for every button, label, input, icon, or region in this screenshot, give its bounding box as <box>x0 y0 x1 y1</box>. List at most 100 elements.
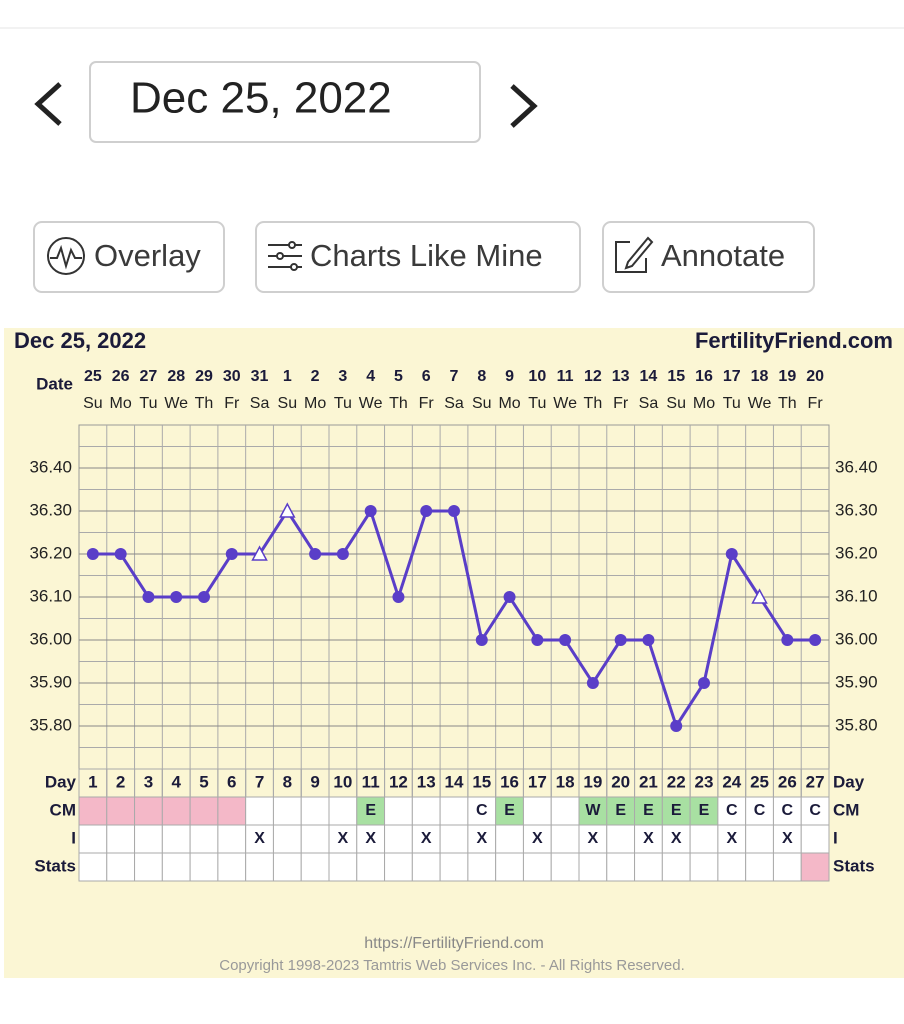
cm-entry: E <box>504 802 515 819</box>
i-cell <box>578 824 608 854</box>
stats-cell <box>717 852 747 882</box>
day-number: 6 <box>227 772 236 791</box>
y2-tick-label: 36.40 <box>835 457 878 476</box>
marker-dot <box>364 505 377 517</box>
date-text: Dec 25, 2022 <box>130 74 392 123</box>
weekday-label: Tu <box>139 395 157 412</box>
cm-cell <box>328 796 358 826</box>
stats-cell <box>745 852 774 882</box>
cm-entry: E <box>699 802 710 819</box>
cm-cell <box>439 796 469 826</box>
prev-button[interactable] <box>34 82 62 126</box>
charts-like-mine-button[interactable] <box>255 221 581 293</box>
x-tick-label: 30 <box>223 368 241 385</box>
day-number: 17 <box>528 772 547 791</box>
marker-triangle <box>751 588 768 604</box>
day-number: 27 <box>806 772 825 791</box>
marker-dot <box>670 720 683 732</box>
day-number: 3 <box>144 772 153 791</box>
day-number: 23 <box>695 772 714 791</box>
weekday-label: Su <box>472 395 492 412</box>
x-tick-label: 9 <box>505 368 514 385</box>
stats-cell <box>550 852 580 882</box>
i-entry: X <box>671 830 682 847</box>
cm-cell <box>106 796 136 826</box>
row-label: Stats <box>34 856 76 875</box>
stats-cell <box>189 852 219 882</box>
x-tick-label: 12 <box>584 368 602 385</box>
marker-triangle <box>279 502 296 518</box>
cm-cell <box>800 796 830 826</box>
i-cell <box>272 824 302 854</box>
day-number: 25 <box>750 772 769 791</box>
stats-cell <box>772 852 802 882</box>
next-button[interactable] <box>510 84 538 128</box>
weekday-label: Su <box>278 395 298 412</box>
day-number: 7 <box>255 772 264 791</box>
y-tick-label: 35.80 <box>29 715 72 734</box>
day-number: 21 <box>639 772 658 791</box>
cm-cell <box>161 796 191 826</box>
y2-tick-label: 35.90 <box>835 672 878 691</box>
date-picker[interactable] <box>89 61 481 143</box>
cm-entry: W <box>585 802 601 819</box>
i-entry: X <box>588 830 599 847</box>
cm-cell <box>717 796 747 826</box>
marker-dot <box>198 591 210 603</box>
button-label: Overlay <box>94 238 201 273</box>
x-tick-label: 10 <box>528 368 546 385</box>
day-number: 20 <box>611 772 630 791</box>
i-cell <box>522 824 552 854</box>
overlay-button[interactable] <box>33 221 225 293</box>
day-number: 19 <box>583 772 602 791</box>
x-tick-label: 17 <box>723 368 741 385</box>
plot: 35.80 35.80 35.90 35.90 36.00 36.00 36.10 36.10… <box>29 368 878 882</box>
x-tick-label: 16 <box>695 368 713 385</box>
stats-cell <box>217 852 247 882</box>
stats-cell <box>689 852 719 882</box>
y-tick-label: 36.40 <box>29 457 72 476</box>
annotate-button[interactable] <box>602 221 815 293</box>
weekday-label: Fr <box>808 395 824 412</box>
cm-cell <box>550 796 580 826</box>
marker-dot <box>781 634 794 646</box>
marker-dot <box>142 591 155 603</box>
stats-cell <box>411 852 441 882</box>
row-label: CM <box>833 800 859 819</box>
stats-cell <box>439 852 469 882</box>
marker-triangle <box>251 545 268 561</box>
i-entry: X <box>643 830 654 847</box>
stats-cell <box>634 852 663 882</box>
x-tick-label: 28 <box>167 368 185 385</box>
stats-cell <box>384 852 413 882</box>
x-tick-label: 31 <box>251 368 269 385</box>
i-cell <box>689 824 719 854</box>
y-tick-label: 36.30 <box>29 500 72 519</box>
x-tick-label: 2 <box>311 368 320 385</box>
day-number: 26 <box>778 772 797 791</box>
x-tick-label: 5 <box>394 368 403 385</box>
marker-dot <box>475 634 488 646</box>
cm-cell <box>217 796 247 826</box>
weekday-label: Sa <box>444 395 464 412</box>
x-tick-label: 3 <box>338 368 347 385</box>
day-cell <box>800 768 830 798</box>
i-cell <box>661 824 691 854</box>
marker-dot <box>614 634 627 646</box>
i-cell <box>78 824 108 854</box>
day-number: 5 <box>199 772 208 791</box>
cm-entry: E <box>643 802 654 819</box>
cm-cell <box>272 796 302 826</box>
weekday-label: Su <box>83 395 103 412</box>
stats-cell <box>245 852 274 882</box>
i-cell <box>384 824 413 854</box>
row-label: Day <box>833 772 865 791</box>
marker-dot <box>725 548 738 560</box>
marker-dot <box>170 591 183 603</box>
cm-cell <box>300 796 330 826</box>
i-entry: X <box>532 830 543 847</box>
stats-cell <box>800 852 830 882</box>
day-number: 13 <box>417 772 436 791</box>
weekday-label: Th <box>584 395 603 412</box>
day-number: 10 <box>333 772 352 791</box>
